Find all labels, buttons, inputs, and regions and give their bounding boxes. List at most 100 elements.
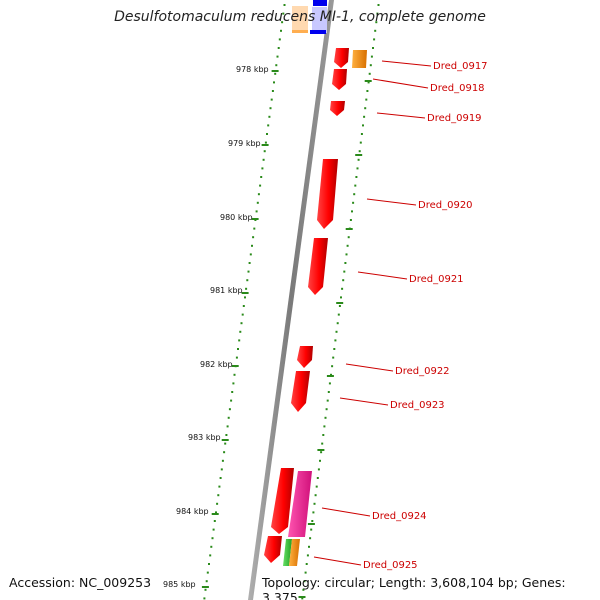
inner-track-tick [244,296,246,299]
inner-track-tick [252,236,255,239]
genome-backbone [248,0,334,600]
outer-track-tick [338,305,341,307]
outer-track-tick [319,459,321,462]
outer-track-tick [321,442,324,445]
gene-dred-0923[interactable] [291,371,310,412]
outer-track-tick [304,571,307,574]
inner-track-tick [231,391,234,393]
outer-track-tick [320,451,323,454]
outer-track-tick [353,193,356,196]
outer-track-tick [345,253,348,256]
gene-dred-0925[interactable] [264,536,282,563]
inner-track-tick [225,434,228,436]
outer-track-tick [340,296,342,299]
outer-track-tick [372,47,374,49]
outer-track-tick [322,434,325,436]
outer-track-tick [301,597,304,600]
leader-line-4 [366,198,417,206]
inner-track-tick [273,81,275,84]
inner-track-tick [239,330,242,333]
inner-track-tick [251,244,253,247]
inner-track-tick [257,193,260,196]
inner-track-tick [276,55,279,58]
inner-track-tick [249,253,252,256]
scale-label-979: 979 kbp [228,139,261,148]
inner-track-tick [213,520,216,522]
outer-track-tick [323,425,326,428]
inner-track-major-tick [261,144,269,146]
gene-label-dred-0917[interactable]: Dred_0917 [433,61,488,72]
inner-track-tick [278,38,281,41]
gene-leader-lines [313,60,432,566]
gene-dred-0917-orange[interactable] [352,50,367,68]
inner-track-tick [237,348,239,350]
inner-track-tick [235,356,238,359]
inner-track-tick [209,554,212,557]
inner-track-tick [210,545,213,548]
inner-track-tick [220,468,223,471]
outer-track-tick [317,468,320,471]
scale-label-978: 978 kbp [236,65,269,74]
scale-label-980: 980 kbp [220,213,253,222]
inner-track-tick [260,176,263,178]
topology-text: Topology: circular; Length: 3,608,104 bp… [262,575,566,600]
gene-label-dred-0924[interactable]: Dred_0924 [372,511,427,522]
blue-feature-top [313,0,327,6]
outer-track-tick [355,176,358,178]
gene-dred-0919[interactable] [330,101,345,116]
outer-track-tick [356,167,359,170]
gene-label-dred-0921[interactable]: Dred_0921 [409,274,464,285]
inner-track-tick [274,72,277,75]
gene-dred-0924[interactable] [271,468,294,534]
outer-track-tick [341,287,344,290]
inner-track-tick [277,47,280,49]
inner-track-tick [232,382,235,385]
gene-dred-0924-magenta[interactable] [288,471,312,537]
inner-track-tick [224,442,227,445]
inner-track-tick [208,563,210,565]
gene-label-dred-0922[interactable]: Dred_0922 [395,366,450,377]
inner-track-major-tick [251,218,259,220]
inner-track-major-tick [221,439,229,441]
gene-labels: Dred_0917 Dred_0918 Dred_0919 Dred_0920 … [363,61,488,571]
gene-dred-0918[interactable] [332,69,347,90]
gene-dred-0920[interactable] [317,159,338,229]
inner-track-tick [255,210,258,213]
gene-label-dred-0925[interactable]: Dred_0925 [363,560,418,571]
outer-track-tick [347,236,350,239]
gene-dred-0917[interactable] [334,48,349,68]
outer-track-tick [365,98,368,101]
outer-track-tick [325,408,328,411]
leader-line-3 [376,112,426,119]
inner-track-tick [226,425,229,428]
gene-label-dred-0919[interactable]: Dred_0919 [427,113,482,124]
inner-track-tick [268,115,271,118]
outer-track-tick [360,133,363,135]
inner-track-tick [246,279,249,282]
outer-track-tick [314,494,317,497]
gene-label-dred-0918[interactable]: Dred_0918 [430,83,485,94]
outer-track-tick [309,537,312,540]
top-features [292,0,327,34]
outer-track-tick [316,477,319,479]
leader-line-8 [321,507,371,517]
outer-track-tick [352,201,355,204]
outer-track-tick [363,115,366,118]
lavender-feature [312,7,327,33]
outer-track-major-tick [307,523,315,525]
outer-track-tick [359,141,362,144]
inner-track-tick [247,270,250,273]
gene-dred-0925-orange[interactable] [289,539,300,566]
outer-track-tick [366,90,369,92]
gene-dred-0922[interactable] [297,346,313,368]
outer-track-tick [313,502,316,505]
gene-label-dred-0920[interactable]: Dred_0920 [418,200,473,211]
gene-label-dred-0923[interactable]: Dred_0923 [390,400,445,411]
outer-track-tick [344,262,347,264]
inner-track-tick [221,459,224,462]
gene-dred-0921[interactable] [308,238,328,295]
leader-line-7 [339,397,389,406]
outer-track-tick [330,373,332,376]
inner-track-tick [256,201,259,204]
